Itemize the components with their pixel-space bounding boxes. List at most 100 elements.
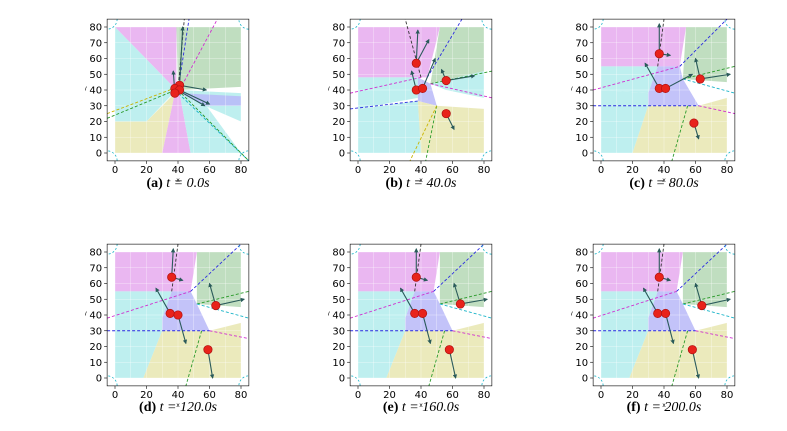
corner-arc xyxy=(238,244,249,255)
agent-point xyxy=(653,308,663,318)
y-tick-label: 10 xyxy=(89,133,102,144)
corner-arc xyxy=(238,19,249,30)
y-tick-label: 0 xyxy=(339,149,345,160)
x-axis-label: x xyxy=(419,177,423,184)
boundary-line xyxy=(409,105,438,161)
x-tick-label: 40 xyxy=(415,165,428,176)
x-tick-label: 60 xyxy=(203,390,216,401)
voronoi-region xyxy=(115,318,163,378)
velocity-arrow xyxy=(644,62,660,89)
velocity-arrow xyxy=(700,72,732,80)
y-axis-label: y xyxy=(328,85,330,92)
agent-point xyxy=(211,301,221,311)
y-axis-label: y xyxy=(85,310,87,317)
boundary-line xyxy=(682,303,735,319)
y-tick-label: 20 xyxy=(89,342,102,353)
agent-point xyxy=(687,345,697,355)
y-tick-label: 10 xyxy=(332,133,345,144)
x-tick-label: 0 xyxy=(598,165,604,176)
velocity-arrow xyxy=(448,349,458,379)
agent-point xyxy=(661,83,671,93)
boundary-line xyxy=(350,76,422,94)
boundary-line xyxy=(107,88,180,119)
x-tick-label: 0 xyxy=(598,390,604,401)
agent-point xyxy=(455,299,465,309)
y-tick-label: 30 xyxy=(575,326,588,337)
agent-point xyxy=(167,272,177,282)
velocity-arrow xyxy=(691,349,701,379)
x-axis-label: x xyxy=(662,177,666,184)
velocity-arrow xyxy=(177,314,188,345)
voronoi-region xyxy=(196,252,241,308)
y-tick-label: 50 xyxy=(575,295,588,306)
boundary-line xyxy=(179,19,218,91)
boundary-line xyxy=(196,303,249,319)
x-tick-label: 40 xyxy=(658,390,671,401)
boundary-line xyxy=(428,330,446,386)
voronoi-region xyxy=(143,322,241,378)
voronoi-region xyxy=(358,318,406,378)
velocity-arrow xyxy=(415,29,420,64)
y-tick-label: 80 xyxy=(89,23,102,34)
agent-point xyxy=(410,308,420,318)
panel-a-plot: 0 20 40 60 80 0 10 20 30 40 50 60 70 80 x y xyxy=(85,18,250,184)
y-tick-label: 40 xyxy=(89,86,102,97)
corner-arc xyxy=(724,244,735,255)
boundary-line xyxy=(433,244,485,292)
x-tick-label: 0 xyxy=(112,165,118,176)
boundary-line xyxy=(698,105,735,115)
y-tick-label: 80 xyxy=(575,248,588,259)
y-tick-label: 30 xyxy=(332,326,345,337)
voronoi-region xyxy=(430,71,484,98)
boundary-line xyxy=(657,19,665,67)
y-tick-label: 70 xyxy=(332,38,345,49)
panel-label: (a) xyxy=(146,176,163,191)
y-tick-label: 40 xyxy=(575,311,588,322)
y-tick-label: 20 xyxy=(575,342,588,353)
velocity-arrow xyxy=(170,247,176,278)
x-tick-label: 20 xyxy=(140,390,153,401)
x-tick-label: 40 xyxy=(658,165,671,176)
agent-point xyxy=(695,74,705,84)
boundary-line xyxy=(676,244,728,292)
y-tick-label: 50 xyxy=(89,295,102,306)
y-tick-label: 0 xyxy=(96,149,102,160)
voronoi-region xyxy=(115,291,172,319)
y-tick-label: 70 xyxy=(89,263,102,274)
panel-c-plot: 0 20 40 60 80 0 10 20 30 40 50 60 70 80 x y xyxy=(571,18,736,184)
corner-arc xyxy=(481,244,492,255)
x-tick-label: 0 xyxy=(112,390,118,401)
y-tick-label: 70 xyxy=(332,263,345,274)
velocity-arrow xyxy=(179,26,185,86)
x-tick-label: 40 xyxy=(172,390,185,401)
boundary-line xyxy=(425,105,438,161)
y-tick-label: 30 xyxy=(575,101,588,112)
panel-caption: (b) t = 40.0s xyxy=(361,176,481,192)
y-tick-label: 20 xyxy=(332,342,345,353)
y-tick-label: 40 xyxy=(89,311,102,322)
voronoi-region xyxy=(439,252,484,308)
agent-point xyxy=(170,88,180,98)
x-axis-label: x xyxy=(662,402,666,409)
y-axis-label: y xyxy=(328,310,330,317)
y-tick-label: 50 xyxy=(89,70,102,81)
panel-d-plot: 0 20 40 60 80 0 10 20 30 40 50 60 70 80 x y xyxy=(85,243,250,409)
panel-time: t = 160.0s xyxy=(401,400,460,415)
boundary-line xyxy=(426,19,463,78)
x-axis-label: x xyxy=(176,177,180,184)
voronoi-region xyxy=(648,291,696,331)
voronoi-region xyxy=(601,318,649,378)
x-tick-label: 60 xyxy=(446,165,459,176)
panel-b-plot: 0 20 40 60 80 0 10 20 30 40 50 60 70 80 x y xyxy=(328,18,493,184)
boundary-line xyxy=(682,65,735,80)
panel-time: t = 200.0s xyxy=(644,400,702,415)
panel-label: (b) xyxy=(385,176,403,191)
y-tick-label: 60 xyxy=(575,279,588,290)
corner-arc xyxy=(481,19,492,30)
voronoi-region xyxy=(601,27,687,67)
agent-point xyxy=(441,76,451,86)
y-tick-label: 40 xyxy=(332,311,345,322)
x-axis-label: x xyxy=(419,402,423,409)
boundary-line xyxy=(171,244,179,292)
